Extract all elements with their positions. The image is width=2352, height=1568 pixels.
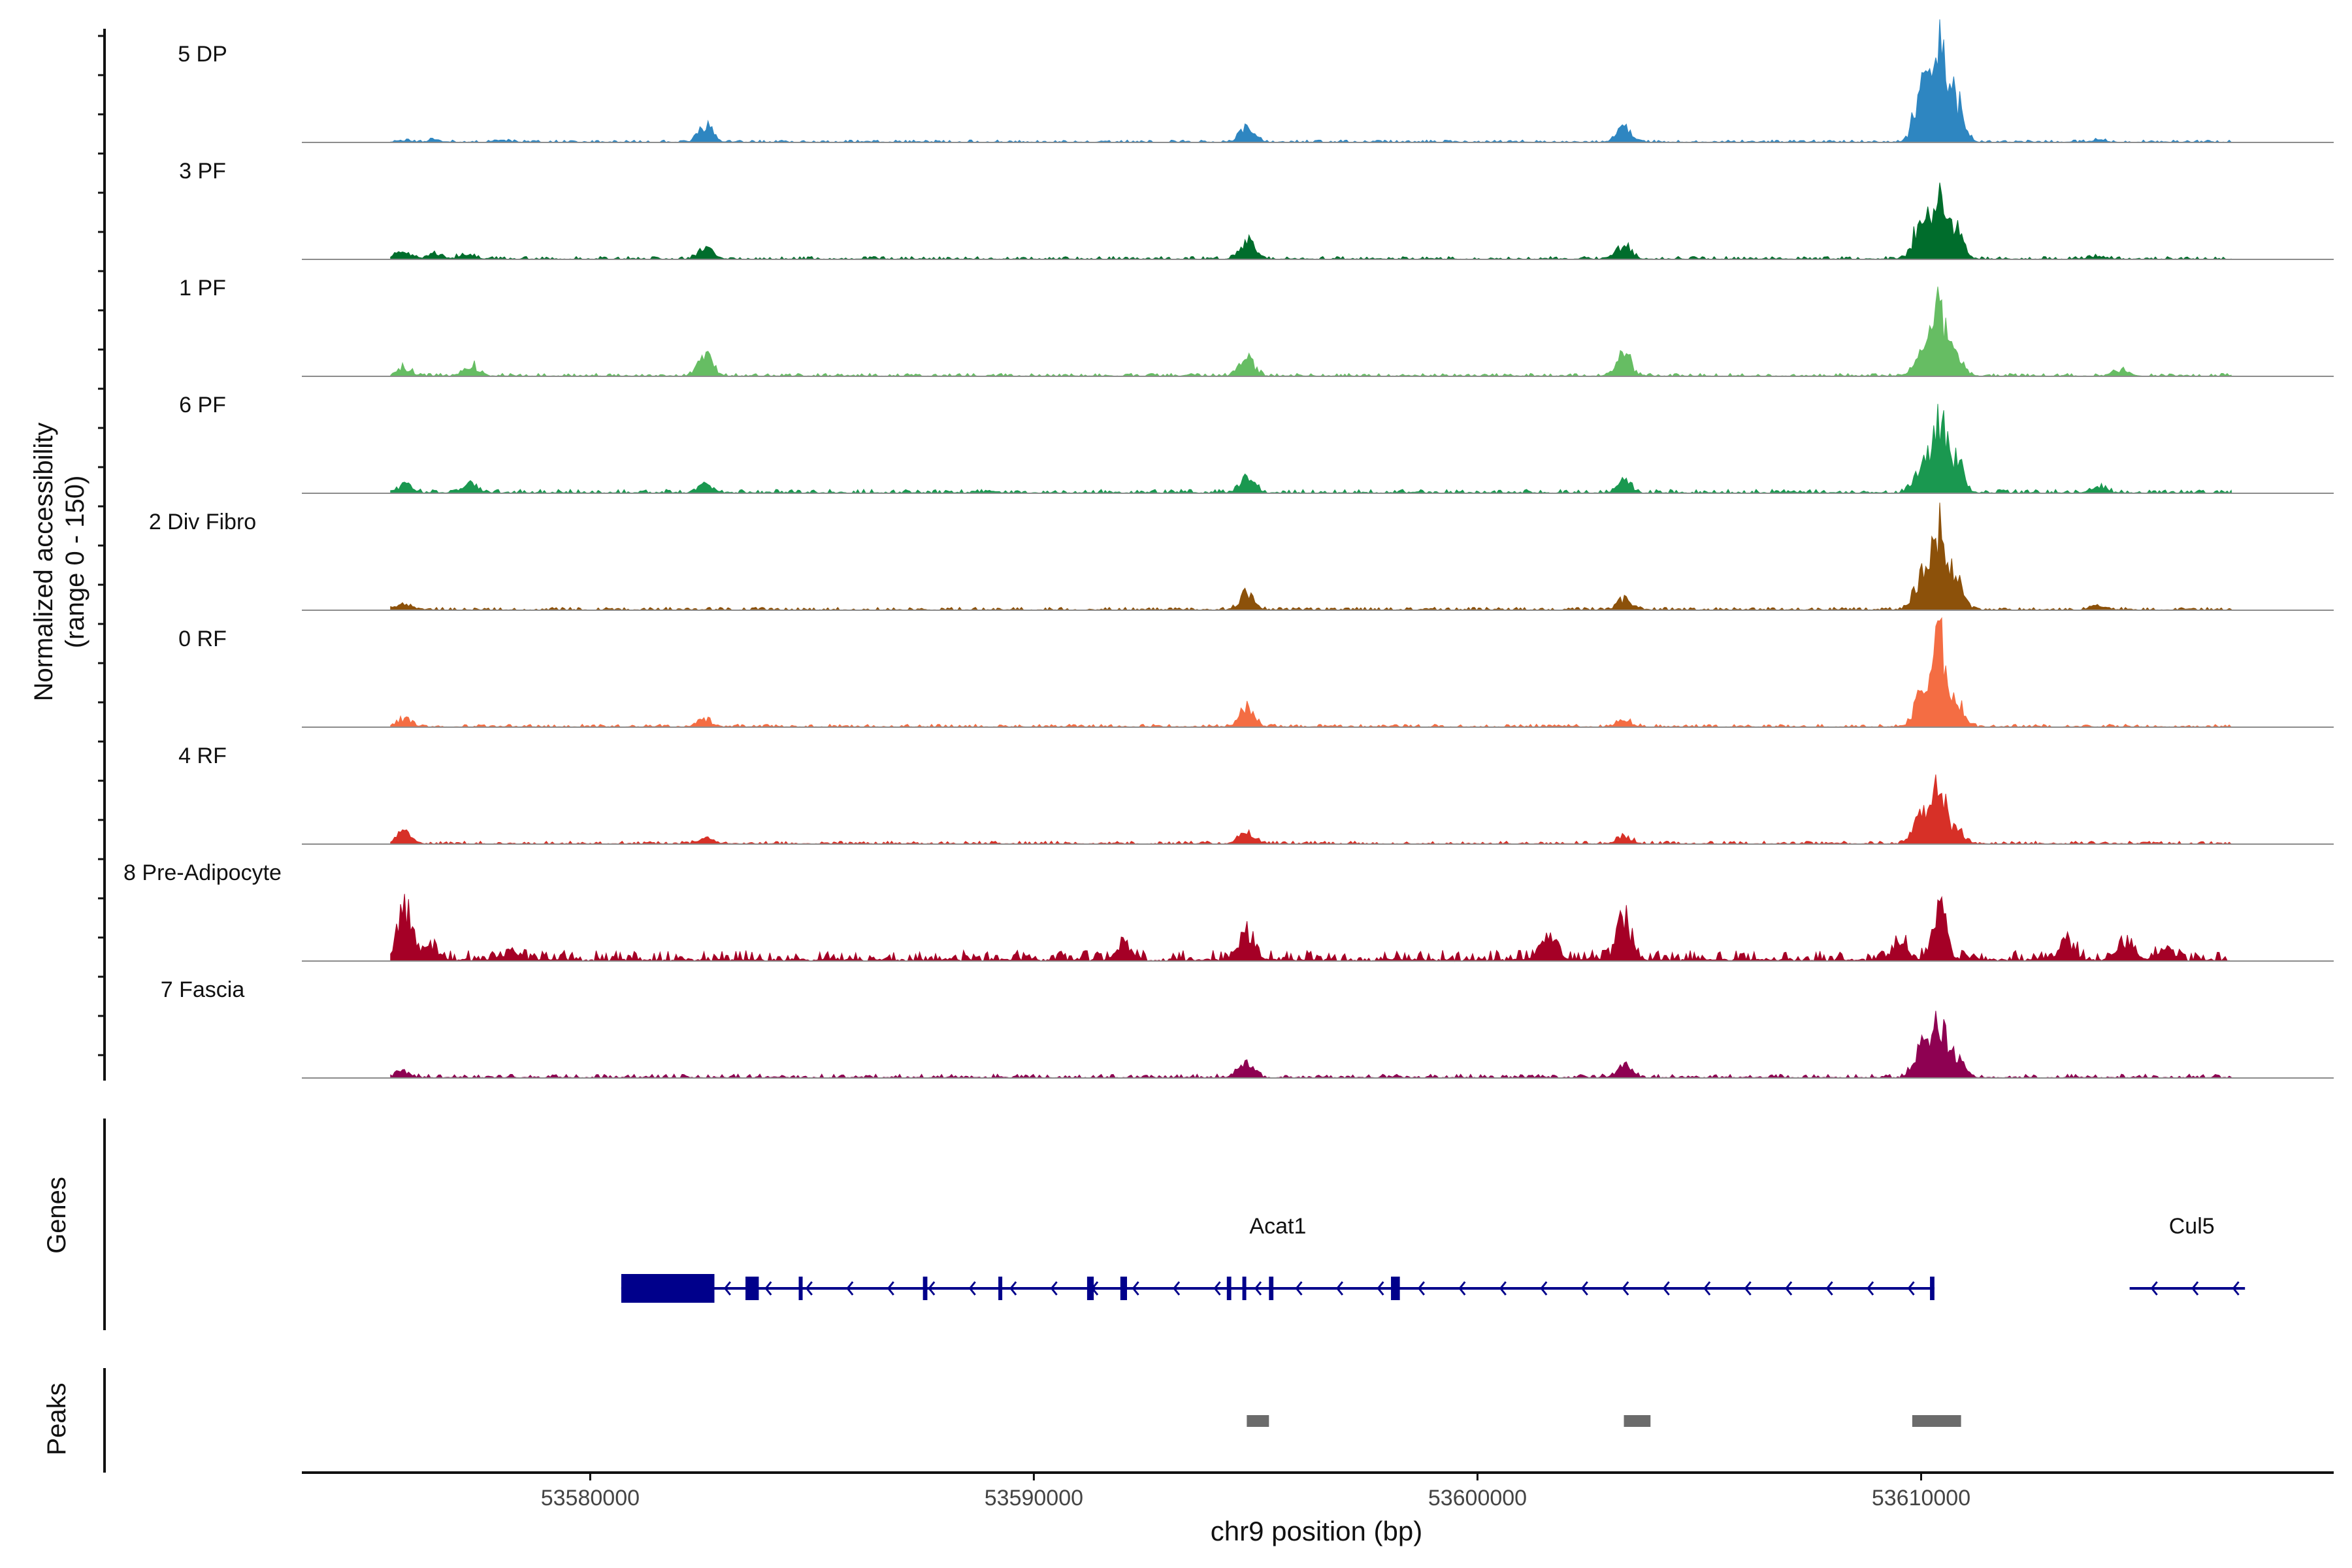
strand-arrow [1662,1281,1670,1296]
exon [1391,1277,1400,1300]
track-8: 8 Pre-Adipocyte [123,860,2334,962]
y-axis-title-line-1: Normalized accessibility [29,423,58,702]
track-6: 0 RF [178,617,2334,728]
strand-arrow [1173,1281,1181,1296]
peak-region [1247,1415,1269,1427]
y-axis-title-line-2: (range 0 - 150) [61,476,90,649]
x-axis: 53580000 53590000 53600000 53610000 [302,1471,2334,1511]
exon [798,1277,803,1300]
track-label: 7 Fascia [161,977,245,1002]
track-label: 5 DP [178,42,227,67]
strand-arrow [1580,1281,1588,1296]
exon [1120,1277,1128,1300]
track-label: 3 PF [179,159,226,184]
exon [1226,1277,1232,1300]
strand-arrow [1132,1281,1139,1296]
exon [1269,1277,1274,1300]
exon [621,1274,715,1303]
strand-arrow [1744,1281,1752,1296]
left-axis-group [98,29,106,1473]
track-7: 4 RF [178,743,2334,845]
strand-arrow [1377,1281,1384,1296]
strand-arrow [1785,1281,1793,1296]
gene-cul5: Cul5 [2129,1214,2246,1296]
gene-annotation-track: Acat1 Cul5 [621,1214,2246,1303]
coverage-tracks: 5 DP 3 PF 1 PF 6 PF 2 Div Fibro 0 RF 4 RF 8 Pre… [123,19,2334,1079]
coverage-area [390,1011,2232,1079]
track-label: 4 RF [178,743,227,768]
coverage-area [390,502,2232,611]
genes-panel-label: Genes [42,1177,71,1254]
peak-region [1624,1415,1651,1427]
strand-arrow [1825,1281,1833,1296]
strand-arrow [764,1281,772,1296]
strand-arrow [1907,1281,1915,1296]
exon [1242,1277,1247,1300]
peaks-panel-label: Peaks [42,1382,71,1455]
gene-label: Acat1 [1249,1214,1306,1239]
exon [1930,1277,1935,1300]
x-tick-label: 53590000 [985,1486,1083,1511]
coverage-area [390,286,2232,377]
exon [923,1277,928,1300]
strand-arrow [1499,1281,1507,1296]
strand-arrow [1703,1281,1711,1296]
exon [1086,1277,1094,1300]
peak-region [1912,1415,1961,1427]
peak-regions-track [1247,1415,1961,1427]
coverage-area [390,182,2233,260]
strand-arrow [1254,1281,1262,1296]
x-tick-label: 53600000 [1428,1486,1527,1511]
track-2: 3 PF [179,159,2334,260]
x-tick-label: 53580000 [541,1486,640,1511]
track-label: 2 Div Fibro [149,510,256,534]
strand-arrow [1458,1281,1466,1296]
exon [745,1277,759,1300]
coverage-area [390,894,2232,962]
coverage-area [390,404,2232,494]
track-label: 8 Pre-Adipocyte [123,860,282,885]
exon [998,1277,1003,1300]
strand-arrow [846,1281,854,1296]
strand-arrow [1213,1281,1221,1296]
strand-arrow [1540,1281,1548,1296]
coverage-area [390,19,2233,143]
strand-arrow [805,1281,813,1296]
strand-arrow [1050,1281,1058,1296]
strand-arrow [2150,1281,2158,1296]
strand-arrow [2191,1281,2199,1296]
strand-arrow [928,1281,936,1296]
track-label: 0 RF [178,627,227,651]
gene-label: Cul5 [2169,1214,2215,1239]
strand-arrow [1009,1281,1017,1296]
track-4: 6 PF [179,393,2334,494]
x-tick-label: 53610000 [1872,1486,1970,1511]
gene-acat1: Acat1 [621,1214,1935,1303]
track-1: 5 DP [178,19,2334,143]
track-label: 6 PF [179,393,226,417]
track-label: 1 PF [179,276,226,301]
strand-arrow [1295,1281,1303,1296]
strand-arrow [723,1281,731,1296]
strand-arrow [2232,1281,2240,1296]
strand-arrow [1867,1281,1874,1296]
track-5: 2 Div Fibro [149,502,2334,611]
strand-arrow [1335,1281,1344,1296]
strand-arrow [887,1281,894,1296]
strand-arrow [968,1281,976,1296]
x-axis-title: chr9 position (bp) [1211,1516,1423,1546]
coverage-area [390,617,2232,728]
strand-arrow [1417,1281,1425,1296]
coverage-area [390,774,2233,845]
track-9: 7 Fascia [161,977,2334,1079]
track-3: 1 PF [179,276,2334,377]
strand-arrow [1622,1281,1629,1296]
